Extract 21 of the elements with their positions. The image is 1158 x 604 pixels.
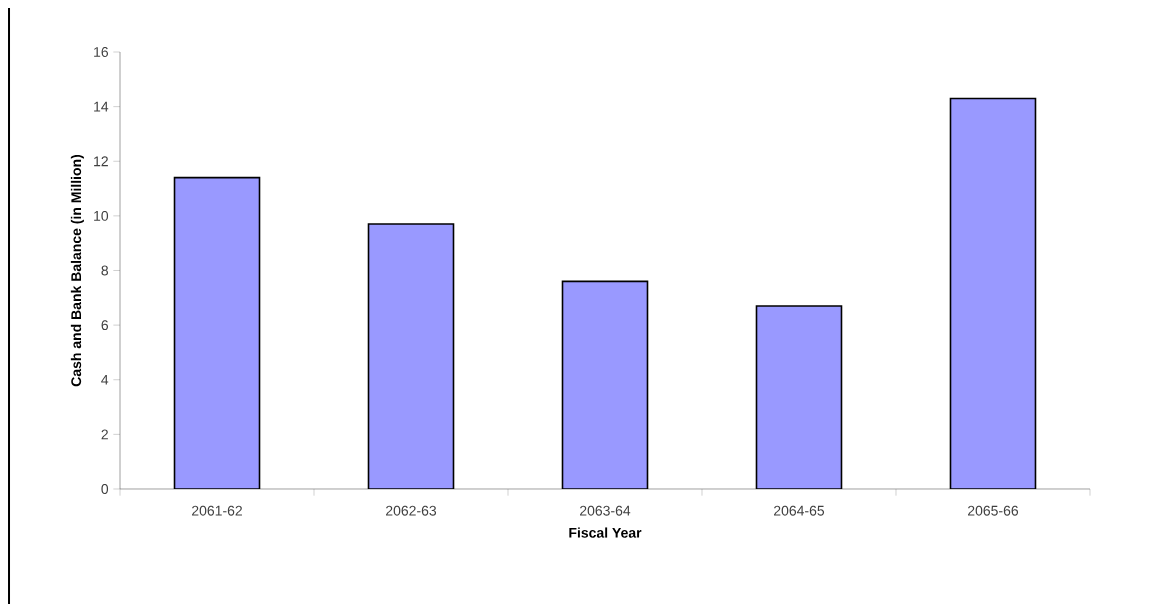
x-tick-label: 2061-62: [192, 505, 242, 516]
bar: [949, 97, 1037, 489]
y-tick-label: 4: [101, 374, 109, 385]
y-tick-label: 16: [94, 47, 109, 57]
bar: [367, 223, 455, 489]
y-tick-label: 2: [101, 429, 108, 440]
x-axis-title: Fiscal Year: [569, 527, 642, 538]
y-tick-label: 10: [94, 210, 109, 221]
y-tick-label: 12: [94, 156, 108, 167]
x-tick-label: 2065-66: [968, 505, 1019, 516]
x-tick-label: 2064-65: [774, 505, 825, 516]
x-tick-label: 2062-63: [386, 505, 437, 516]
bar: [561, 280, 649, 489]
x-tick-label: 2063-64: [580, 505, 631, 516]
y-tick-label: 6: [101, 320, 109, 331]
bar: [173, 176, 261, 489]
y-tick-label: 0: [101, 484, 109, 494]
bar: [755, 305, 843, 489]
y-tick-label: 8: [101, 265, 109, 276]
y-axis-title: Cash and Bank Balance (in Million): [70, 154, 84, 387]
y-tick-label: 14: [94, 101, 109, 112]
